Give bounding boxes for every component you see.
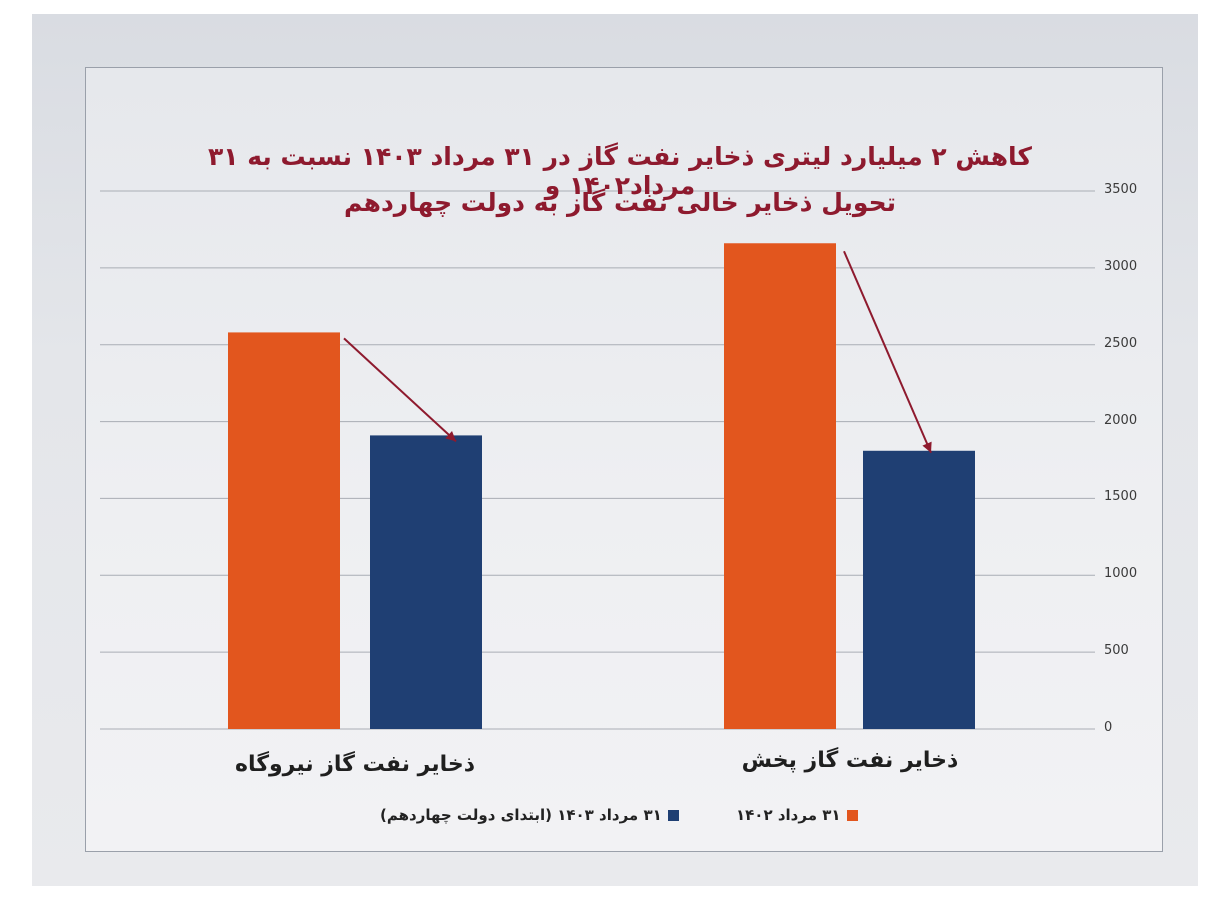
decline-arrows: [343, 250, 932, 454]
y-tick-label: 1500: [1104, 489, 1138, 505]
y-tick-label: 2500: [1104, 335, 1138, 351]
y-tick-label: 3500: [1104, 182, 1138, 197]
y-tick-label: 500: [1104, 643, 1129, 659]
x-category-label-power-plant: ذخایر نفت گاز نیروگاه: [234, 752, 476, 777]
y-tick-label: 3000: [1104, 258, 1138, 274]
bar-blue-1: [863, 450, 975, 729]
bar-blue-0: [370, 435, 482, 729]
legend-item-1402: ۳۱ مرداد ۱۴۰۲: [736, 806, 858, 824]
y-tick-label: 2000: [1104, 412, 1138, 428]
y-tick-label: 0: [1104, 720, 1113, 735]
decline-arrow-line-0: [343, 337, 457, 443]
decline-arrow-head-0: [445, 430, 456, 442]
chart-title-line-1: کاهش ۲ میلیارد لیتری ذخایر نفت گاز در ۳۱…: [208, 142, 1032, 200]
decline-arrow-line-1: [843, 250, 932, 454]
decline-arrow-head-1: [922, 441, 932, 453]
bar-orange-1: [724, 243, 836, 729]
legend-item-1403: ۳۱ مرداد ۱۴۰۳ (ابتدای دولت چهاردهم): [380, 806, 679, 824]
bars: [228, 243, 975, 729]
legend-swatch-blue: [667, 809, 679, 821]
legend-label: ۳۱ مرداد ۱۴۰۲: [736, 806, 841, 824]
chart-title-line-2: تحویل ذخایر خالی نفت گاز به دولت چهاردهم: [344, 188, 896, 217]
legend-label: ۳۱ مرداد ۱۴۰۳ (ابتدای دولت چهاردهم): [380, 806, 662, 824]
y-tick-label: 1000: [1104, 566, 1138, 582]
x-category-label-distribution: ذخایر نفت گاز پخش: [741, 748, 959, 773]
bar-orange-0: [228, 332, 340, 729]
legend-swatch-orange: [846, 809, 858, 821]
